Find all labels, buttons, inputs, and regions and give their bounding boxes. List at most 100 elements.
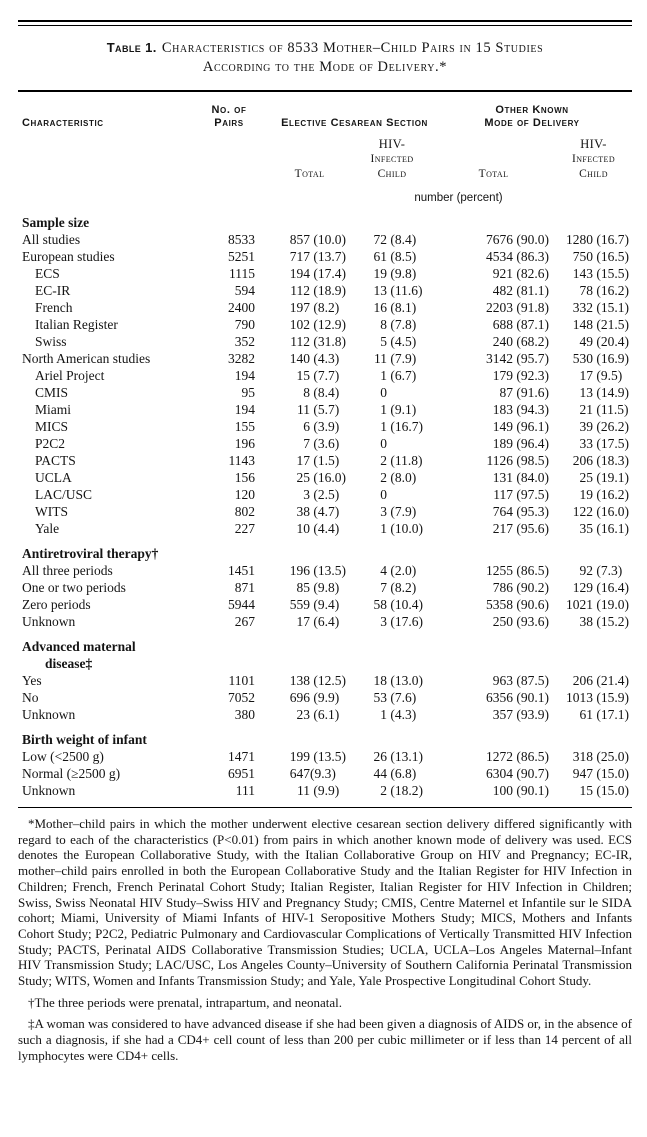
cell-other-hiv-count: 39 <box>579 419 594 434</box>
cell-elective-total-percent: (6.1) <box>310 707 340 722</box>
cell-elective-hiv-count: 16 <box>373 300 388 315</box>
table-title: Table 1. Characteristics of 8533 Mother–C… <box>18 38 632 77</box>
cell-other-hiv-count: 332 <box>572 300 593 315</box>
cell-elective-hiv-percent: (9.8) <box>387 266 417 281</box>
cell-elective-total-count: 17 <box>296 453 311 468</box>
table-row: Unknown 111 11 (9.9) 2 (18.2) 100 (90.1) 15 (… <box>18 782 632 799</box>
cell-no-of-pairs: 95 <box>241 385 256 400</box>
cell-other-total-percent: (90.2) <box>513 580 549 595</box>
cell-elective-total-percent: (16.0) <box>310 470 346 485</box>
cell-other-hiv-percent: (15.9) <box>593 690 629 705</box>
cell-elective-hiv-percent <box>387 435 432 452</box>
subheader-other-hiv-infected-child: HIV- Infected Child <box>555 137 632 182</box>
cell-elective-total-count: 38 <box>296 504 311 519</box>
table-row: One or two periods 871 85 (9.8) 7 (8.2) 786 … <box>18 579 632 596</box>
cell-other-hiv-count: 1280 <box>566 232 593 247</box>
cell-elective-total-count: 102 <box>289 317 310 332</box>
cell-elective-hiv-percent: (4.3) <box>387 707 417 722</box>
cell-elective-hiv-count: 2 <box>380 453 387 468</box>
cell-other-total-percent: (90.6) <box>513 597 549 612</box>
section-title: Antiretroviral therapy† <box>22 546 159 561</box>
cell-elective-total-count: 196 <box>289 563 310 578</box>
cell-elective-hiv-percent: (9.1) <box>387 402 417 417</box>
cell-elective-total-count: 23 <box>296 707 311 722</box>
cell-elective-total-count: 6 <box>303 419 310 434</box>
table-row: No 7052 696 (9.9) 53 (7.6) 6356 (90.1) 1013 (… <box>18 689 632 706</box>
cell-other-total-percent: (95.6) <box>513 521 549 536</box>
cell-elective-total-count: 197 <box>289 300 310 315</box>
hiv-line3: Child <box>377 168 407 180</box>
table-row: Normal (≥2500 g) 6951 647 (9.3) 44 (6.8) 6304… <box>18 765 632 782</box>
cell-other-total-count: 1126 <box>486 453 514 468</box>
cell-elective-hiv-percent <box>387 384 432 401</box>
cell-other-hiv-percent: (7.3) <box>593 563 623 578</box>
cell-elective-total-percent: (13.5) <box>310 749 346 764</box>
table-row: Low (<2500 g) 1471 199 (13.5) 26 (13.1) 1272… <box>18 748 632 765</box>
table-row: Unknown 380 23 (6.1) 1 (4.3) 357 (93.9) 61 (1… <box>18 706 632 723</box>
cell-other-total-count: 1255 <box>486 563 513 578</box>
cell-no-of-pairs: 111 <box>235 783 255 798</box>
table-row: UCLA 156 25 (16.0) 2 (8.0) 131 (84.0) 25 (19.… <box>18 469 632 486</box>
cell-elective-hiv-count: 58 <box>373 597 388 612</box>
hiv-line1: HIV- <box>580 137 607 151</box>
cell-elective-hiv-count: 19 <box>373 266 388 281</box>
cell-elective-total-percent: (3.6) <box>310 436 340 451</box>
row-label: Yes <box>22 673 42 688</box>
cell-other-hiv-count: 38 <box>579 614 594 629</box>
table-row: Yale 227 10 (4.4) 1 (10.0) 217 (95.6) 35 (16.… <box>18 520 632 537</box>
cell-no-of-pairs: 5251 <box>228 249 255 264</box>
cell-other-hiv-percent: (16.1) <box>593 521 629 536</box>
cell-other-total-count: 179 <box>492 368 513 383</box>
row-label: EC-IR <box>35 283 71 298</box>
cell-elective-total-count: 85 <box>296 580 311 595</box>
cell-other-hiv-percent: (15.0) <box>593 783 629 798</box>
table-row: Italian Register 790 102 (12.9) 8 (7.8) 688 … <box>18 316 632 333</box>
cell-elective-total-count: 15 <box>296 368 311 383</box>
cell-elective-total-count: 7 <box>303 436 310 451</box>
table-row: CMIS 95 8 (8.4) 0 87 (91.6) 13 (14.9) <box>18 384 632 401</box>
row-label: Yale <box>35 521 60 536</box>
cell-no-of-pairs: 194 <box>234 368 255 383</box>
cell-no-of-pairs: 352 <box>234 334 255 349</box>
cell-other-total-count: 100 <box>492 783 513 798</box>
cell-other-hiv-percent: (21.5) <box>593 317 629 332</box>
section-title: Birth weight of infant <box>22 732 147 747</box>
cell-other-total-count: 6356 <box>486 690 513 705</box>
footnote-block: *Mother–child pairs in which the mother … <box>18 807 632 1064</box>
cell-other-total-percent: (86.3) <box>513 249 549 264</box>
cell-no-of-pairs: 380 <box>234 707 255 722</box>
table-row: All studies 8533 857 (10.0) 72 (8.4) 7676 (9… <box>18 231 632 248</box>
cell-elective-hiv-percent: (2.0) <box>387 563 417 578</box>
cell-other-total-percent: (96.4) <box>513 436 549 451</box>
cell-elective-total-percent: (10.0) <box>310 232 346 247</box>
cell-other-hiv-percent: (26.2) <box>593 419 629 434</box>
footnote-double-dagger: ‡A woman was considered to have advanced… <box>18 1016 632 1063</box>
cell-other-hiv-count: 13 <box>579 385 594 400</box>
cell-elective-hiv-count: 0 <box>380 436 387 451</box>
table-section: Birth weight of infant Low (<2500 g) 1471 1… <box>18 731 632 799</box>
cell-other-hiv-count: 206 <box>572 673 593 688</box>
top-double-rule <box>18 20 632 26</box>
cell-no-of-pairs: 155 <box>234 419 255 434</box>
cell-elective-total-count: 25 <box>296 470 311 485</box>
cell-elective-total-count: 3 <box>303 487 310 502</box>
cell-other-total-percent: (84.0) <box>513 470 549 485</box>
row-label: French <box>35 300 73 315</box>
row-label: Zero periods <box>22 597 91 612</box>
table-row: MICS 155 6 (3.9) 1 (16.7) 149 (96.1) 39 (26.2… <box>18 418 632 435</box>
cell-other-total-percent: (90.7) <box>513 766 549 781</box>
cell-other-hiv-count: 17 <box>579 368 594 383</box>
cell-elective-total-count: 696 <box>289 690 310 705</box>
cell-elective-total-percent: (13.5) <box>310 563 346 578</box>
row-label: CMIS <box>35 385 69 400</box>
cell-other-hiv-percent: (16.5) <box>593 249 629 264</box>
cell-other-hiv-percent: (16.9) <box>593 351 629 366</box>
table-title-line1: Table 1. Characteristics of 8533 Mother–C… <box>18 38 632 58</box>
cell-no-of-pairs: 2400 <box>228 300 255 315</box>
cell-other-total-count: 688 <box>492 317 513 332</box>
table-row: Yes 1101 138 (12.5) 18 (13.0) 963 (87.5) 206 … <box>18 672 632 689</box>
cell-other-hiv-count: 49 <box>579 334 594 349</box>
cell-other-hiv-count: 19 <box>579 487 594 502</box>
section-title: Sample size <box>22 215 90 230</box>
